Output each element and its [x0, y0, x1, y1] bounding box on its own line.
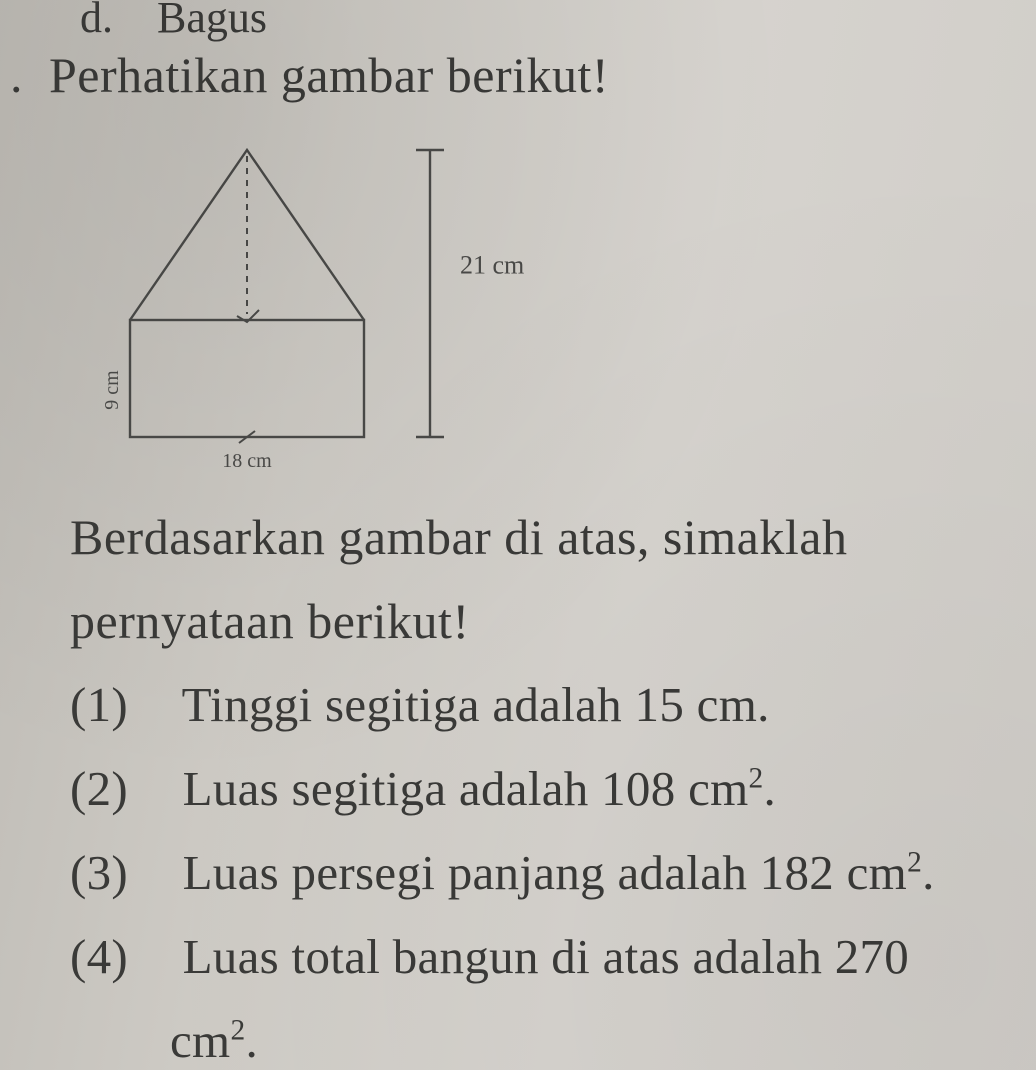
label-total-height: 21 cm — [460, 251, 524, 280]
label-rect-side: 9 cm — [101, 370, 123, 410]
option-d-text: Bagus — [157, 0, 267, 42]
statement-1: (1) Tinggi segitiga adalah 15 cm. — [70, 676, 770, 733]
tail-sup: 2 — [230, 1015, 245, 1047]
tail-a: cm — [170, 1013, 230, 1068]
statement-1-text: Tinggi segitiga adalah 15 cm. — [182, 677, 770, 732]
triangle — [130, 150, 364, 320]
option-d-letter: d. — [80, 0, 113, 42]
statement-4-num: (4) — [70, 928, 170, 985]
statement-3-text-a: Luas persegi panjang adalah 182 cm — [183, 845, 908, 900]
statement-3-num: (3) — [70, 844, 170, 901]
statement-4: (4) Luas total bangun di atas adalah 270 — [70, 928, 909, 985]
statement-3: (3) Luas persegi panjang adalah 182 cm2. — [70, 844, 935, 901]
intro-line-2: pernyataan berikut! — [70, 592, 470, 650]
statement-2-sup: 2 — [749, 763, 764, 795]
question-number: . — [10, 47, 23, 103]
page: d. Bagus . Perhatikan gambar berikut! 21… — [0, 0, 1036, 1070]
statement-2-num: (2) — [70, 760, 170, 817]
statement-3-sup: 2 — [907, 847, 922, 879]
statement-4-tail: cm2. — [170, 1012, 258, 1069]
label-base: 18 cm — [222, 450, 272, 472]
diagram-svg: 21 cm 9 cm 18 cm — [70, 120, 590, 480]
statement-4-text: Luas total bangun di atas adalah 270 — [183, 929, 910, 984]
tail-b: . — [245, 1013, 258, 1068]
statement-3-text-b: . — [922, 845, 935, 900]
statement-2-text-a: Luas segitiga adalah 108 cm — [183, 761, 749, 816]
question-text: Perhatikan gambar berikut! — [49, 47, 609, 103]
statement-2: (2) Luas segitiga adalah 108 cm2. — [70, 760, 776, 817]
statement-2-text-b: . — [764, 761, 777, 816]
option-d: d. Bagus — [80, 0, 267, 43]
intro-line-1: Berdasarkan gambar di atas, simaklah — [70, 508, 847, 566]
geometry-diagram: 21 cm 9 cm 18 cm — [70, 120, 590, 480]
question-stem: . Perhatikan gambar berikut! — [10, 46, 609, 104]
rectangle — [130, 320, 364, 437]
statement-1-num: (1) — [70, 676, 170, 733]
